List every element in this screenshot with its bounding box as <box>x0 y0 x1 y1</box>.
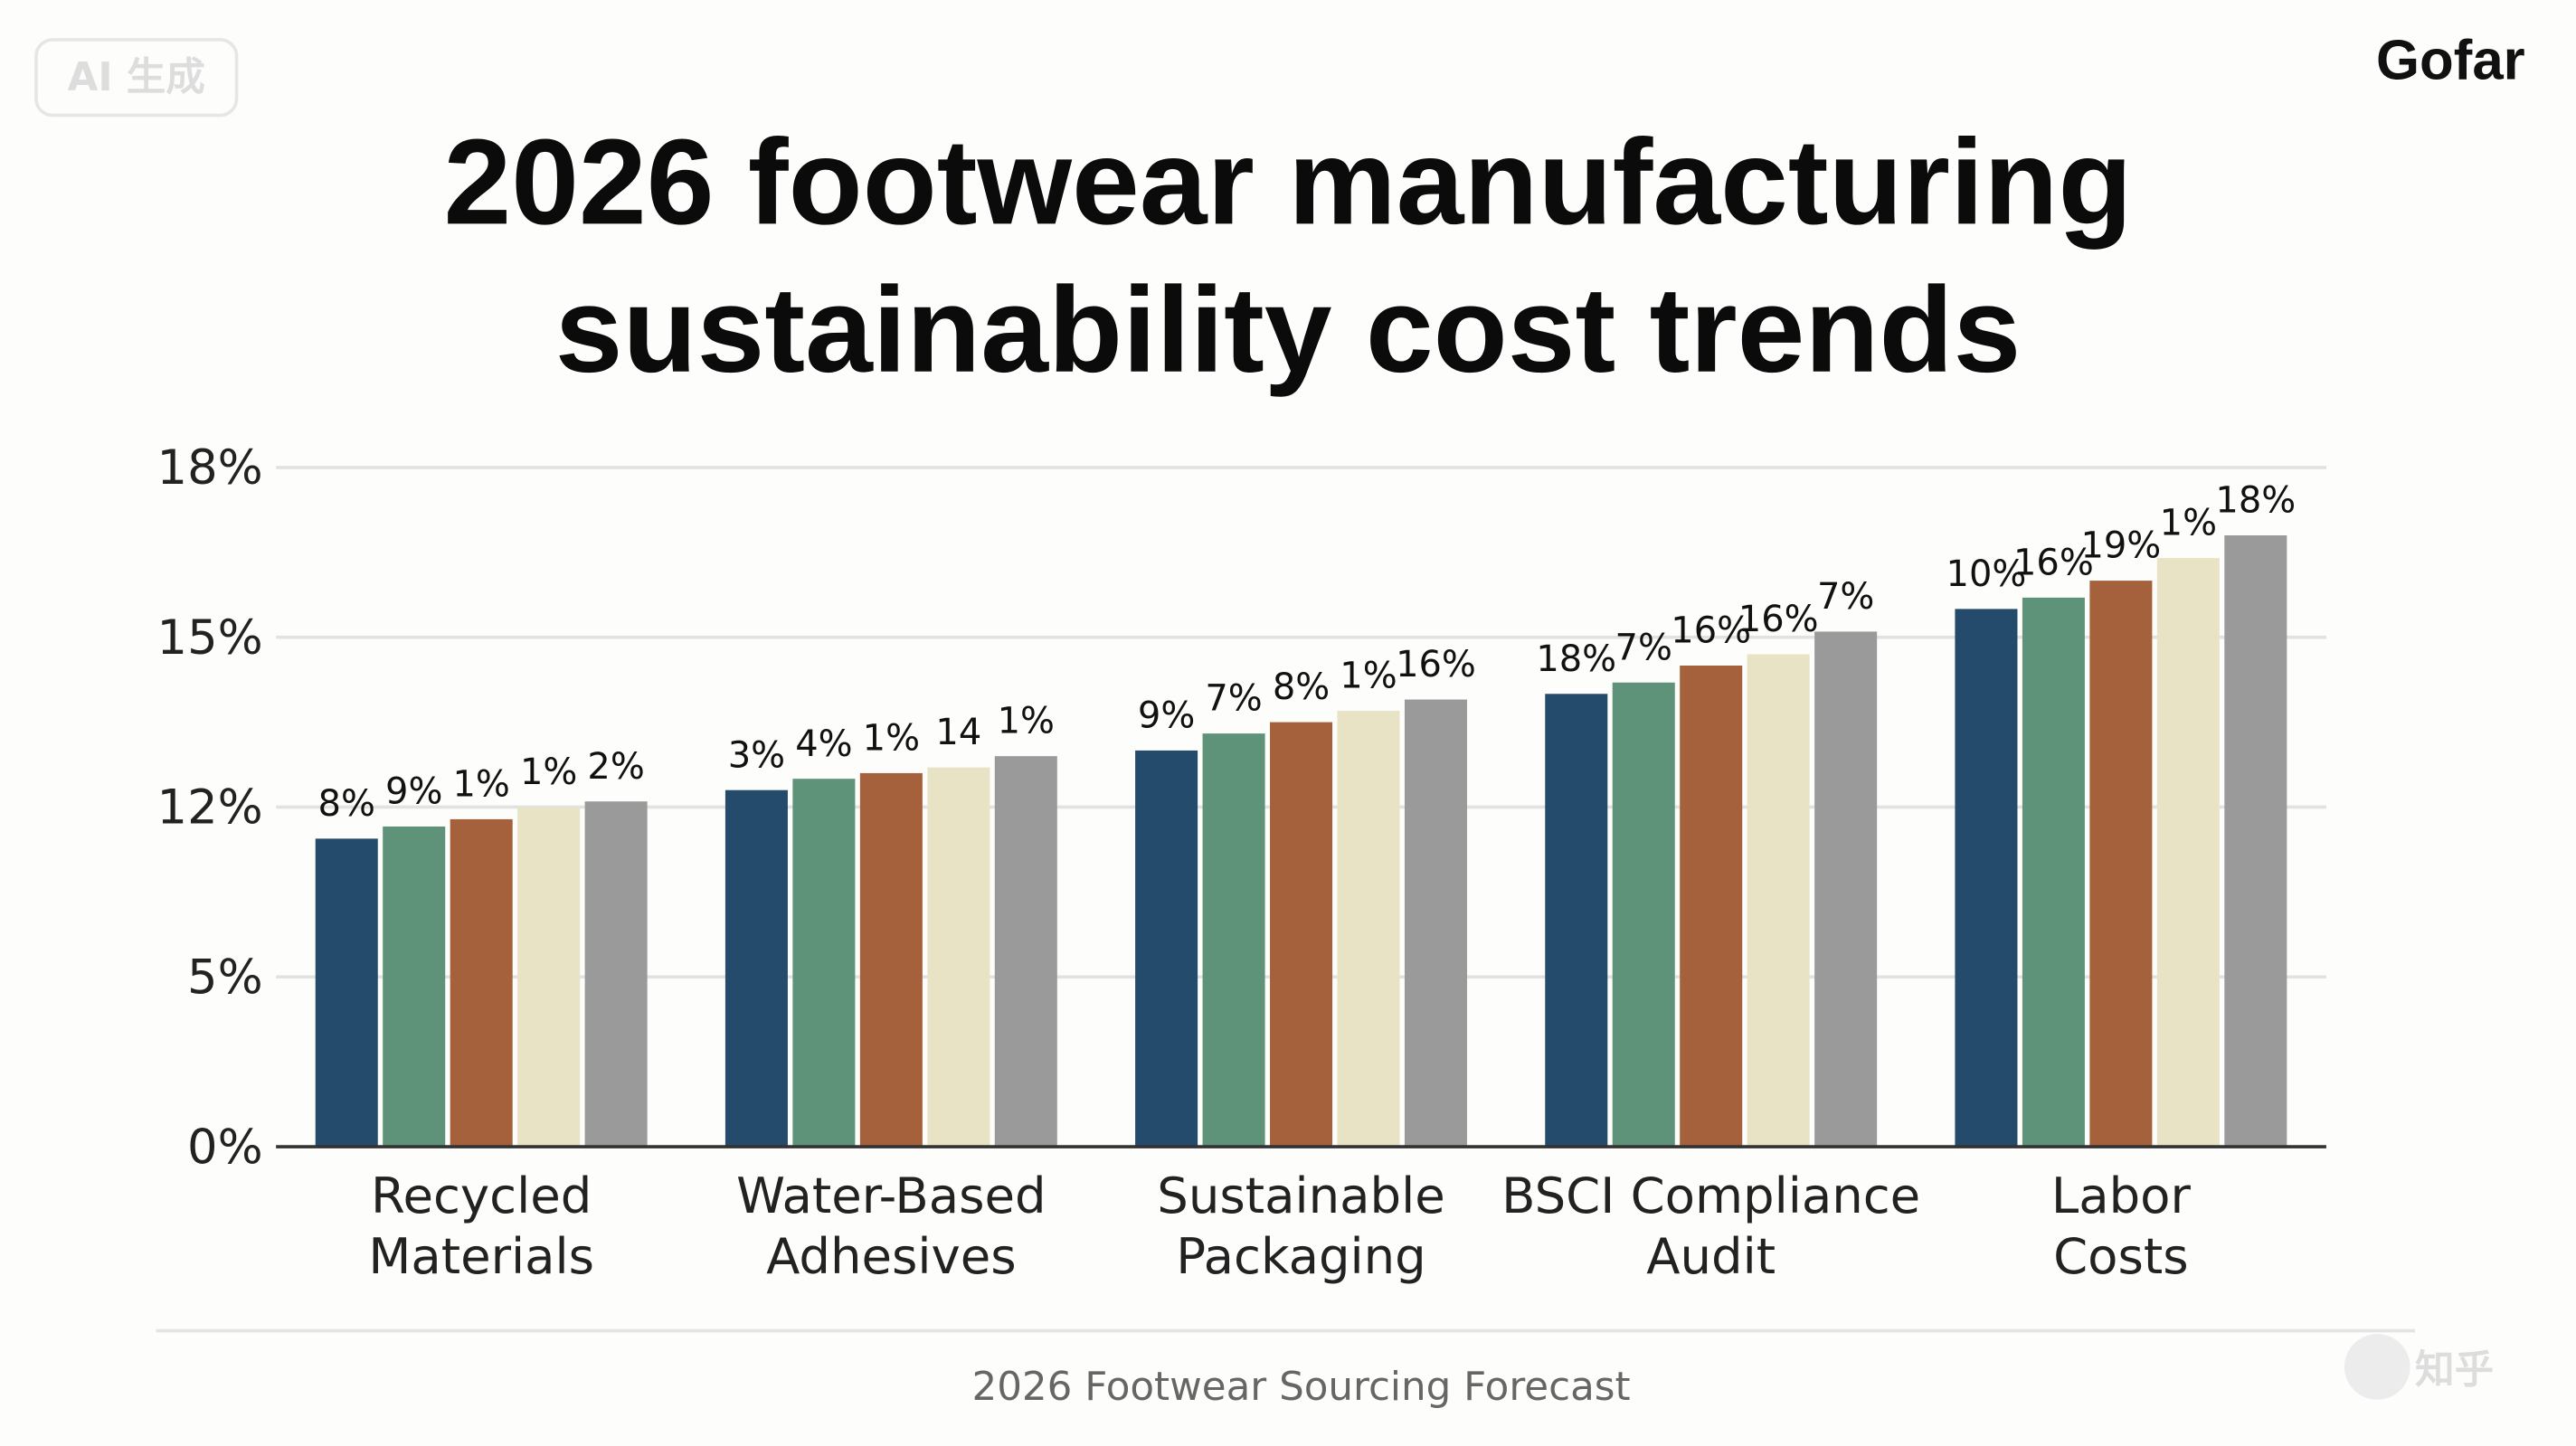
bar <box>1270 722 1333 1148</box>
y-tick-label: 5% <box>187 950 263 1005</box>
bar <box>2224 535 2287 1148</box>
data-label: 16% <box>1671 610 1751 652</box>
category-label: Costs <box>2053 1227 2188 1285</box>
data-label: 9% <box>385 771 442 813</box>
bar <box>1545 694 1608 1148</box>
data-labels: 8% 9% 1% 1% 2% 3% 4% 1% 14 1% 9% 7% 8% 1%16% 18%7%16%1… <box>318 480 2297 825</box>
category-label: BSCI Compliance <box>1501 1167 1920 1224</box>
category-label: Packaging <box>1176 1227 1426 1285</box>
bar <box>315 838 378 1148</box>
y-tick-label: 0% <box>187 1120 263 1175</box>
chart-title-line-2: sustainability cost trends <box>555 262 2022 398</box>
bar <box>724 789 788 1148</box>
bar <box>383 826 446 1148</box>
bar <box>1955 609 2018 1148</box>
y-tick-label: 12% <box>157 780 263 836</box>
data-label: 1% <box>453 763 510 805</box>
data-label: 16% <box>1396 644 1476 685</box>
category-label: Labor <box>2051 1167 2192 1224</box>
chart-title-line-1: 2026 footwear manufacturing <box>444 114 2133 250</box>
category-label: Sustainable <box>1157 1167 1444 1224</box>
zhihu-watermark-text: 知乎 <box>2415 1348 2494 1394</box>
bar <box>859 772 923 1148</box>
category-label: Audit <box>1646 1227 1776 1285</box>
data-label: 8% <box>318 783 375 825</box>
bar <box>2022 597 2085 1148</box>
footer-source: 2026 Footwear Sourcing Forecast <box>971 1365 1630 1410</box>
data-label: 2% <box>587 746 644 788</box>
data-label: 1% <box>2160 503 2217 544</box>
data-label: 7% <box>1817 576 1874 618</box>
data-label: 18% <box>1536 638 1616 680</box>
bar <box>1337 711 1400 1148</box>
bar <box>1680 665 1743 1148</box>
data-label: 8% <box>1273 666 1330 708</box>
bar <box>1814 631 1878 1148</box>
data-label: 10% <box>1946 553 2027 595</box>
bar <box>2089 581 2153 1148</box>
data-label: 1% <box>520 751 577 793</box>
zhihu-watermark: 知乎 <box>2344 1334 2494 1400</box>
bar <box>1404 699 1467 1148</box>
y-tick-label: 15% <box>157 610 263 666</box>
bar <box>1612 682 1675 1148</box>
bar <box>1202 733 1265 1148</box>
data-label: 16% <box>2013 542 2094 583</box>
ai-watermark-text: AI 生成 <box>68 55 205 100</box>
data-label: 3% <box>728 734 785 776</box>
data-label: 4% <box>795 723 852 765</box>
category-label: Water-Based <box>736 1167 1046 1224</box>
bar <box>450 818 513 1148</box>
data-label: 7% <box>1615 627 1672 668</box>
y-tick-label: 18% <box>157 440 263 496</box>
data-label: 19% <box>2080 525 2161 567</box>
bar <box>1747 654 1810 1148</box>
bar <box>994 756 1057 1148</box>
data-label: 14 <box>935 712 981 753</box>
data-label: 1% <box>998 701 1055 742</box>
category-label: Adhesives <box>766 1227 1017 1285</box>
bars <box>315 535 2287 1148</box>
data-label: 18% <box>2215 480 2296 522</box>
bar <box>1135 750 1198 1148</box>
y-axis-ticks: 0% 5% 12% 15% 18% <box>157 440 263 1175</box>
brand-logo: Gofar <box>2376 29 2525 91</box>
bar <box>927 767 990 1148</box>
bar <box>2156 558 2220 1148</box>
bar <box>584 801 648 1148</box>
ai-watermark: AI 生成 <box>34 38 239 118</box>
data-label: 1% <box>863 718 920 760</box>
bar <box>517 807 581 1148</box>
data-label: 1% <box>1340 656 1397 697</box>
data-label: 9% <box>1138 695 1195 736</box>
data-label: 7% <box>1205 678 1262 720</box>
bar <box>792 779 856 1148</box>
data-label: 16% <box>1738 599 1819 640</box>
category-label: Materials <box>368 1227 594 1285</box>
category-label: Recycled <box>371 1167 592 1224</box>
